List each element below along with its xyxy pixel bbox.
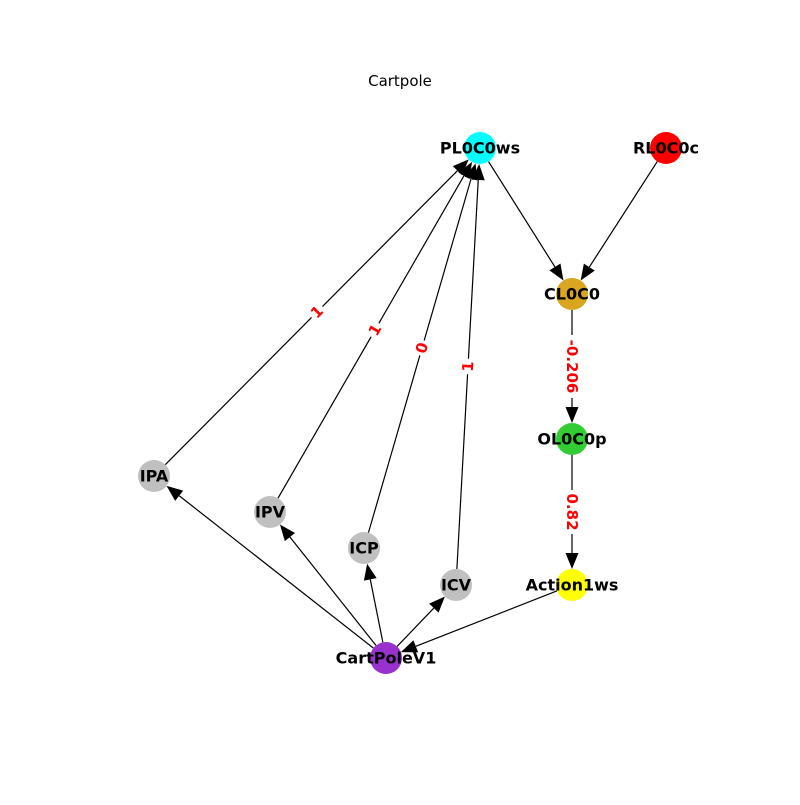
edge-label-background bbox=[457, 358, 479, 375]
arrowhead bbox=[565, 407, 579, 423]
edge-label-ICP-to-PL0C0ws: 0 bbox=[410, 337, 434, 359]
node-label: ICP bbox=[349, 539, 379, 558]
node-circle bbox=[556, 423, 588, 455]
arrowhead bbox=[429, 596, 445, 613]
edge-label-CL0C0-to-OL0C0p: -0.206 bbox=[562, 335, 582, 398]
node-IPA: IPA bbox=[138, 460, 170, 492]
edge-CartPoleV1-to-IPV bbox=[279, 524, 377, 646]
node-CL0C0: CL0C0 bbox=[544, 278, 600, 310]
edge-labels-layer: -0.206 0.82 1 1 0 1 bbox=[304, 299, 582, 534]
node-ICP: ICP bbox=[348, 532, 380, 564]
node-CartPoleV1: CartPoleV1 bbox=[336, 642, 437, 674]
edge-label-background bbox=[562, 490, 582, 534]
node-PL0C0ws: PL0C0ws bbox=[440, 132, 520, 164]
node-circle bbox=[556, 278, 588, 310]
edge-RL0C0c-to-CL0C0 bbox=[580, 161, 658, 281]
edge-label-OL0C0p-to-Action1ws: 0.82 bbox=[562, 490, 582, 534]
node-IPV: IPV bbox=[254, 496, 286, 528]
diagram-title: Cartpole bbox=[368, 72, 432, 90]
arrowhead bbox=[400, 640, 419, 653]
edge-weight-text: 0 bbox=[412, 340, 432, 355]
node-Action1ws: Action1ws bbox=[526, 569, 619, 601]
edge-ICV-to-PL0C0ws bbox=[456, 163, 485, 570]
edges-layer bbox=[164, 159, 658, 653]
node-label: IPV bbox=[255, 503, 286, 522]
node-circle bbox=[650, 132, 682, 164]
node-label: CartPoleV1 bbox=[336, 649, 437, 668]
edge-line bbox=[178, 495, 374, 649]
node-circle bbox=[370, 642, 402, 674]
edge-line bbox=[289, 536, 377, 646]
arrowhead bbox=[565, 553, 579, 569]
arrowhead bbox=[452, 159, 469, 176]
edge-line bbox=[367, 178, 472, 533]
node-OL0C0p: OL0C0p bbox=[537, 423, 607, 455]
edge-line bbox=[277, 175, 465, 499]
nodes-layer: PL0C0ws RL0C0c CL0C0 OL0C0p Action1ws IPA IPV I… bbox=[138, 132, 699, 674]
edge-label-background bbox=[362, 318, 388, 342]
arrowhead bbox=[580, 263, 595, 281]
edge-label-ICV-to-PL0C0ws: 1 bbox=[457, 358, 479, 375]
node-circle bbox=[440, 569, 472, 601]
edge-weight-text: -0.206 bbox=[563, 340, 581, 394]
edge-line bbox=[369, 579, 384, 643]
arrowhead bbox=[166, 485, 184, 501]
node-label: Action1ws bbox=[526, 576, 619, 595]
node-label: ICV bbox=[441, 576, 472, 595]
node-circle bbox=[556, 569, 588, 601]
edge-PL0C0ws-to-CL0C0 bbox=[488, 161, 564, 281]
edge-label-background bbox=[562, 335, 582, 398]
edge-label-background bbox=[410, 337, 434, 359]
edge-label-background bbox=[304, 299, 330, 325]
edge-label-IPA-to-PL0C0ws: 1 bbox=[304, 299, 330, 325]
arrowhead bbox=[363, 563, 377, 581]
edge-IPA-to-PL0C0ws bbox=[164, 159, 469, 466]
edge-weight-text: 1 bbox=[459, 361, 478, 372]
edge-line bbox=[396, 607, 435, 647]
edge-weight-text: 0.82 bbox=[563, 493, 581, 530]
edge-Action1ws-to-CartPoleV1 bbox=[400, 590, 558, 653]
edge-CartPoleV1-to-ICV bbox=[396, 596, 445, 647]
node-label: CL0C0 bbox=[544, 285, 600, 304]
node-circle bbox=[138, 460, 170, 492]
node-RL0C0c: RL0C0c bbox=[633, 132, 699, 164]
edge-label-IPV-to-PL0C0ws: 1 bbox=[362, 318, 388, 342]
node-label: PL0C0ws bbox=[440, 139, 520, 158]
node-label: OL0C0p bbox=[537, 430, 606, 449]
node-label: RL0C0c bbox=[633, 139, 699, 158]
node-ICV: ICV bbox=[440, 569, 472, 601]
arrowhead bbox=[471, 163, 485, 181]
arrowhead bbox=[279, 524, 295, 542]
edge-line bbox=[415, 590, 558, 647]
edge-CartPoleV1-to-ICP bbox=[363, 563, 384, 643]
edge-line bbox=[488, 161, 556, 268]
arrowhead bbox=[549, 263, 564, 281]
node-circle bbox=[348, 532, 380, 564]
edge-line bbox=[456, 179, 479, 570]
edge-CartPoleV1-to-IPA bbox=[166, 485, 374, 649]
node-circle bbox=[464, 132, 496, 164]
edge-line bbox=[164, 170, 458, 466]
edge-line bbox=[588, 161, 658, 268]
node-label: IPA bbox=[140, 467, 169, 486]
node-circle bbox=[254, 496, 286, 528]
